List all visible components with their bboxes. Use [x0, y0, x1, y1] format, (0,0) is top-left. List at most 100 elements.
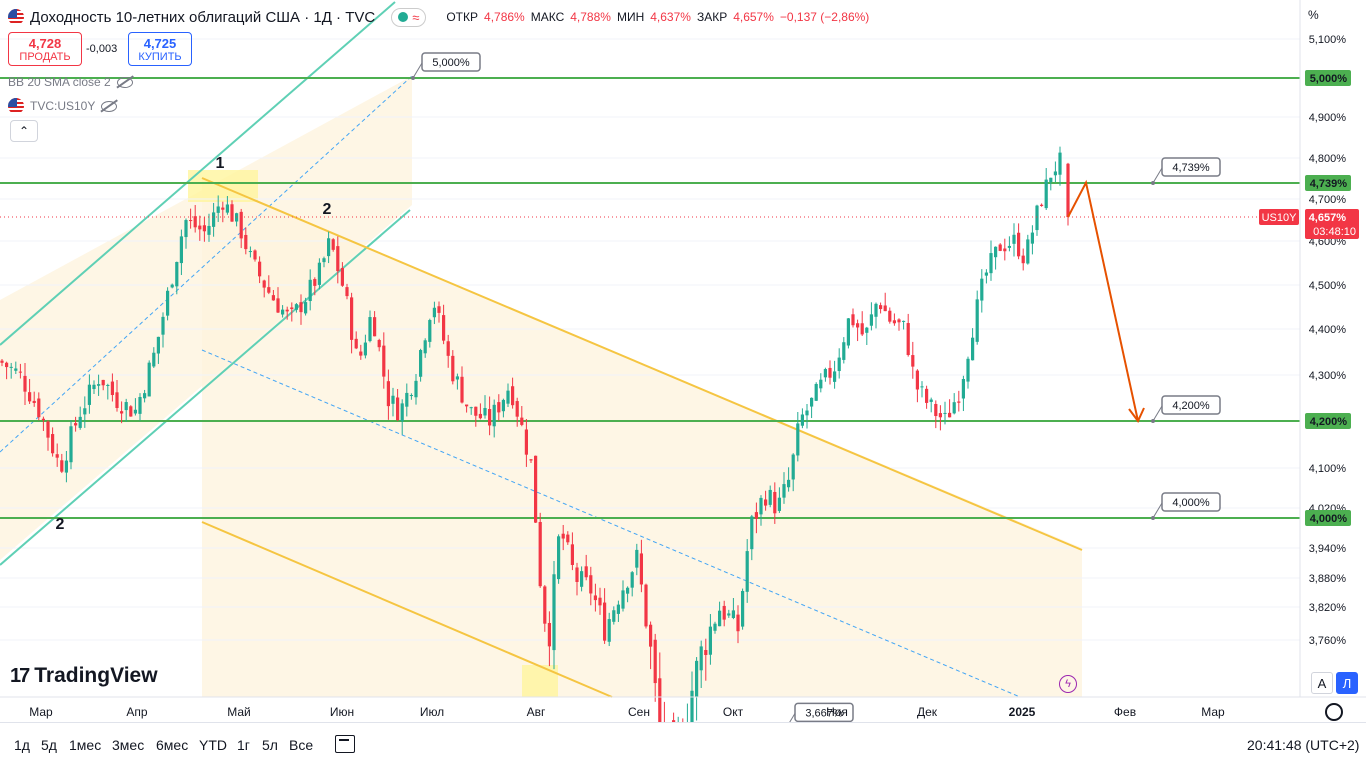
candle-body-90 [414, 380, 418, 398]
candle-body-23 [106, 384, 110, 386]
market-status-pill[interactable]: ≈ [391, 7, 427, 27]
candle-body-228 [1049, 177, 1053, 183]
axis-level-text-1: 4,739% [1310, 178, 1348, 190]
timeframe-1m[interactable]: 1мес [69, 737, 102, 753]
candle-body-202 [929, 399, 933, 402]
timeframe-5d[interactable]: 5д [41, 737, 57, 753]
timeframe-all[interactable]: Все [289, 737, 314, 753]
candle-body-215 [989, 253, 993, 274]
candle-body-131 [603, 602, 607, 641]
candle-body-176 [810, 397, 814, 407]
y-tick-label-7: 4,300% [1309, 370, 1347, 382]
candle-body-138 [635, 549, 639, 568]
candle-body-175 [805, 410, 809, 416]
candle-body-114 [524, 429, 528, 455]
candle-body-181 [833, 371, 837, 382]
candle-body-56 [258, 261, 262, 277]
indicator-symbol-row[interactable]: TVC:US10Y [8, 98, 118, 114]
candle-body-116 [534, 455, 538, 523]
candle-body-159 [731, 610, 735, 619]
candle-body-225 [1035, 205, 1039, 231]
timeframe-ytd[interactable]: YTD [199, 737, 227, 753]
price-chart[interactable]: 1 2 2 5,000% 4,739% 4,200% 4,000% 3,667% 3,760%… [0, 0, 1366, 722]
candle-body-199 [915, 370, 919, 390]
candle-body-72 [331, 239, 335, 250]
candle-body-171 [787, 479, 791, 488]
candle-body-193 [888, 310, 892, 322]
candle-body-204 [938, 413, 942, 418]
wave-label-1: 2 [323, 201, 332, 218]
candle-body-191 [879, 305, 883, 310]
candle-body-109 [501, 399, 505, 412]
sell-button[interactable]: 4,728 ПРОДАТЬ [8, 32, 82, 66]
candle-body-211 [971, 337, 975, 361]
countdown-text: 03:48:10 [1313, 226, 1356, 238]
candle-body-139 [639, 553, 643, 585]
collapse-legend-button[interactable]: ⌃ [10, 120, 38, 142]
candle-body-227 [1044, 179, 1048, 209]
candle-body-174 [800, 414, 804, 426]
candle-body-78 [359, 351, 363, 356]
candle-body-121 [557, 536, 561, 580]
clock[interactable]: 20:41:48 (UTC+2) [1247, 737, 1360, 753]
timeframe-5y[interactable]: 5л [262, 737, 278, 753]
timeframe-1y[interactable]: 1г [237, 737, 250, 753]
candle-body-85 [391, 395, 395, 404]
tradingview-wordmark: TradingView [34, 664, 158, 687]
candle-body-120 [552, 574, 556, 651]
callout-anchor-0 [411, 76, 415, 80]
tradingview-mark-icon: 17 [10, 664, 30, 687]
candle-body-185 [851, 314, 855, 326]
us-flag-icon [8, 98, 24, 114]
candle-body-180 [828, 367, 832, 378]
candle-body-188 [865, 327, 869, 333]
candle-body-160 [736, 614, 740, 632]
candle-body-96 [442, 315, 446, 341]
spread-value: -0,003 [86, 43, 118, 55]
x-tick-label-7: Окт [723, 705, 744, 719]
candle-body-16 [74, 423, 78, 426]
candle-body-209 [961, 379, 965, 399]
candle-body-36 [166, 290, 170, 316]
auto-scale-button[interactable]: A [1311, 672, 1333, 694]
candle-body-76 [350, 297, 354, 340]
us-flag-icon [8, 9, 24, 25]
candle-body-20 [92, 384, 96, 390]
timeframe-1d[interactable]: 1д [14, 737, 30, 753]
buy-label: КУПИТЬ [138, 50, 182, 63]
candle-body-110 [506, 390, 510, 404]
eye-hidden-icon[interactable] [101, 100, 118, 112]
y-tick-label-1: 3,820% [1309, 602, 1347, 614]
buy-button[interactable]: 4,725 КУПИТЬ [128, 32, 192, 66]
candle-body-50 [230, 204, 234, 222]
candle-body-82 [377, 339, 381, 348]
timeframe-6m[interactable]: 6мес [156, 737, 189, 753]
candle-body-3 [14, 368, 18, 371]
candle-body-53 [244, 234, 248, 250]
axis-level-badge-1 [1305, 175, 1351, 192]
candle-body-14 [64, 460, 68, 473]
candle-body-91 [419, 350, 423, 377]
candle-body-219 [1007, 245, 1011, 248]
calendar-range-icon[interactable] [335, 735, 355, 753]
lightning-icon[interactable]: ϟ [1059, 675, 1077, 693]
candle-body-73 [336, 246, 340, 272]
candle-body-27 [124, 402, 128, 411]
candle-body-70 [322, 258, 326, 263]
gear-icon[interactable] [1325, 703, 1343, 721]
indicator-bb-row[interactable]: BB 20 SMA close 2 [8, 75, 133, 89]
candle-body-80 [368, 317, 372, 342]
eye-hidden-icon[interactable] [116, 76, 133, 88]
candle-body-61 [281, 309, 285, 315]
candle-body-192 [883, 305, 887, 312]
symbol-title[interactable]: Доходность 10-летних облигаций США · 1Д … [30, 8, 376, 26]
log-scale-button[interactable]: Л [1336, 672, 1358, 694]
tradingview-logo[interactable]: 17 TradingView [10, 664, 158, 688]
candle-body-21 [97, 384, 101, 386]
candle-body-172 [791, 454, 795, 480]
y-tick-label-5: 4,100% [1309, 463, 1347, 475]
axis-unit[interactable]: % [1308, 8, 1319, 22]
timeframe-3m[interactable]: 3мес [112, 737, 145, 753]
candle-body-162 [745, 551, 749, 592]
candle-body-169 [777, 497, 781, 511]
